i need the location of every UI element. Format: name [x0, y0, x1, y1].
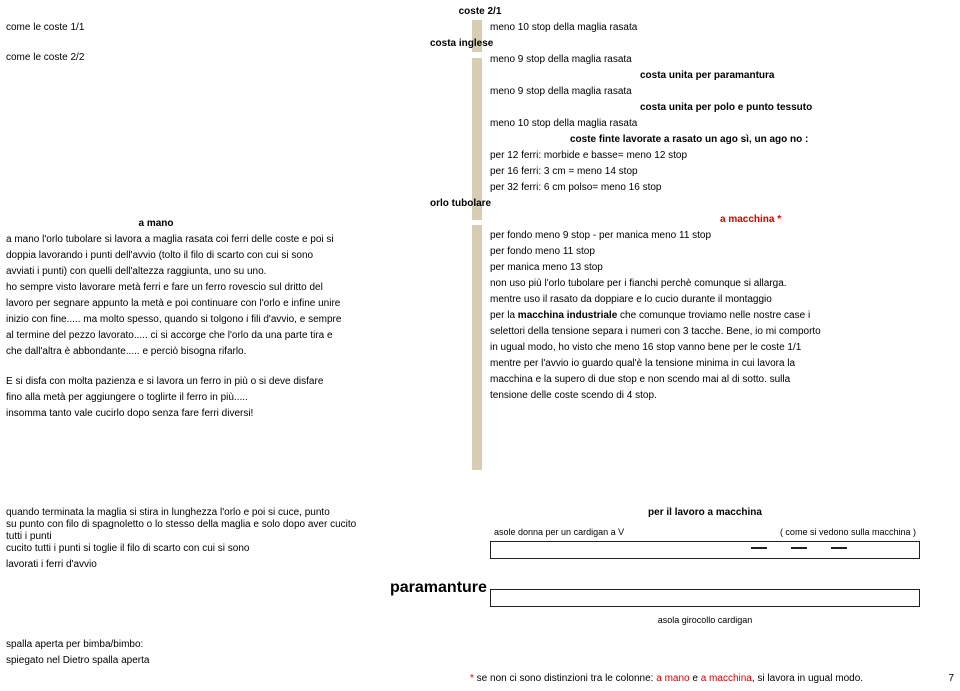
text: avviati i punti) con quelli dell'altezza…	[6, 264, 466, 280]
text: cucito tutti i punti si toglie il filo d…	[6, 541, 466, 557]
text: tensione delle coste scendo di 4 stop.	[490, 388, 952, 404]
text: e	[690, 673, 701, 684]
footnote: * se non ci sono distinzioni tra le colo…	[470, 671, 954, 687]
a-macchina-heading: a macchina *	[490, 212, 952, 228]
diagram: per il lavoro a macchina asole donna per…	[470, 505, 940, 628]
text: macchina e la supero di due stop e non s…	[490, 372, 952, 388]
text: mentre uso il rasato da doppiare e lo cu…	[490, 292, 952, 308]
text: meno 9 stop della maglia rasata	[490, 52, 952, 68]
text: per manica meno 13 stop	[490, 260, 952, 276]
text: come le coste 2/2	[6, 50, 466, 66]
tick	[791, 547, 807, 549]
left-column: come le coste 1/1 come le coste 2/2 a ma…	[6, 20, 466, 422]
text: al termine del pezzo lavorato..... ci si…	[6, 328, 466, 344]
text: per 12 ferri: morbide e basse= meno 12 s…	[490, 148, 952, 164]
separator	[472, 225, 482, 470]
lower-left-block: quando terminata la maglia si stira in l…	[6, 505, 466, 573]
subheading: costa unita per paramantura	[490, 68, 952, 84]
subheading: costa unita per polo e punto tessuto	[490, 100, 952, 116]
text: E si disfa con molta pazienza e si lavor…	[6, 374, 466, 390]
a-mano-heading: a mano	[6, 216, 306, 232]
text: se non ci sono distinzioni tra le colonn…	[477, 673, 657, 684]
subheading: orlo tubolare	[430, 196, 952, 212]
text: spalla aperta per bimba/bimbo:	[6, 637, 149, 653]
text: meno 9 stop della maglia rasata	[490, 84, 952, 100]
text: mentre per l'avvio io guardo qual'è la t…	[490, 356, 952, 372]
text-bold: macchina industriale	[518, 310, 617, 321]
subheading: costa inglese	[430, 36, 952, 52]
text: come le coste 1/1	[6, 20, 466, 36]
text: , si lavora in ugual modo.	[752, 673, 863, 684]
text: per 32 ferri: 6 cm polso= meno 16 stop	[490, 180, 952, 196]
text: che dall'altra è abbondante..... e perci…	[6, 344, 466, 360]
text: meno 10 stop della maglia rasata	[490, 116, 952, 132]
diagram-caption: asola girocollo cardigan	[470, 613, 940, 627]
text: spiegato nel Dietro spalla aperta	[6, 653, 149, 669]
text: per la macchina industriale che comunque…	[490, 308, 952, 324]
subheading: coste finte lavorate a rasato un ago sì,…	[490, 132, 952, 148]
text: ( come si vedono sulla macchina )	[780, 525, 916, 539]
text: per la	[490, 310, 518, 321]
page-number: 7	[948, 671, 954, 687]
diagram-bar-1	[490, 541, 920, 559]
text: asole donna per un cardigan a V	[494, 525, 624, 539]
text: a mano l'orlo tubolare si lavora a magli…	[6, 232, 466, 248]
text: ho sempre visto lavorare metà ferri e fa…	[6, 280, 466, 296]
diagram-bar-2	[490, 589, 920, 607]
diagram-subtitle: asole donna per un cardigan a V ( come s…	[470, 525, 940, 541]
text: che comunque troviamo nelle nostre case …	[617, 310, 810, 321]
text: inizio con fine..... ma molto spesso, qu…	[6, 312, 466, 328]
diagram-title: per il lavoro a macchina	[470, 505, 940, 521]
spalla-block: spalla aperta per bimba/bimbo: spiegato …	[6, 637, 149, 669]
text: selettori della tensione separa i numeri…	[490, 324, 952, 340]
text: lavoro per segnare appunto la metà e poi…	[6, 296, 466, 312]
paramanture-title: paramanture	[390, 575, 487, 601]
text: per 16 ferri: 3 cm = meno 14 stop	[490, 164, 952, 180]
text: per fondo meno 11 stop	[490, 244, 952, 260]
text: insomma tanto vale cucirlo dopo senza fa…	[6, 406, 466, 422]
text: a macchina	[701, 673, 752, 684]
tick	[831, 547, 847, 549]
text: doppia lavorando i punti dell'avvio (tol…	[6, 248, 466, 264]
text: in ugual modo, ho visto che meno 16 stop…	[490, 340, 952, 356]
text: lavorati i ferri d'avvio	[6, 557, 466, 573]
right-column: meno 10 stop della maglia rasata costa i…	[490, 20, 952, 404]
text: per fondo meno 9 stop - per manica meno …	[490, 228, 952, 244]
text: fino alla metà per aggiungere o toglirte…	[6, 390, 466, 406]
text: a mano	[656, 673, 689, 684]
tick	[751, 547, 767, 549]
text: *	[470, 673, 477, 684]
page-title: coste 2/1	[0, 4, 960, 20]
text: meno 10 stop della maglia rasata	[490, 20, 952, 36]
text: non uso più l'orlo tubolare per i fianch…	[490, 276, 952, 292]
